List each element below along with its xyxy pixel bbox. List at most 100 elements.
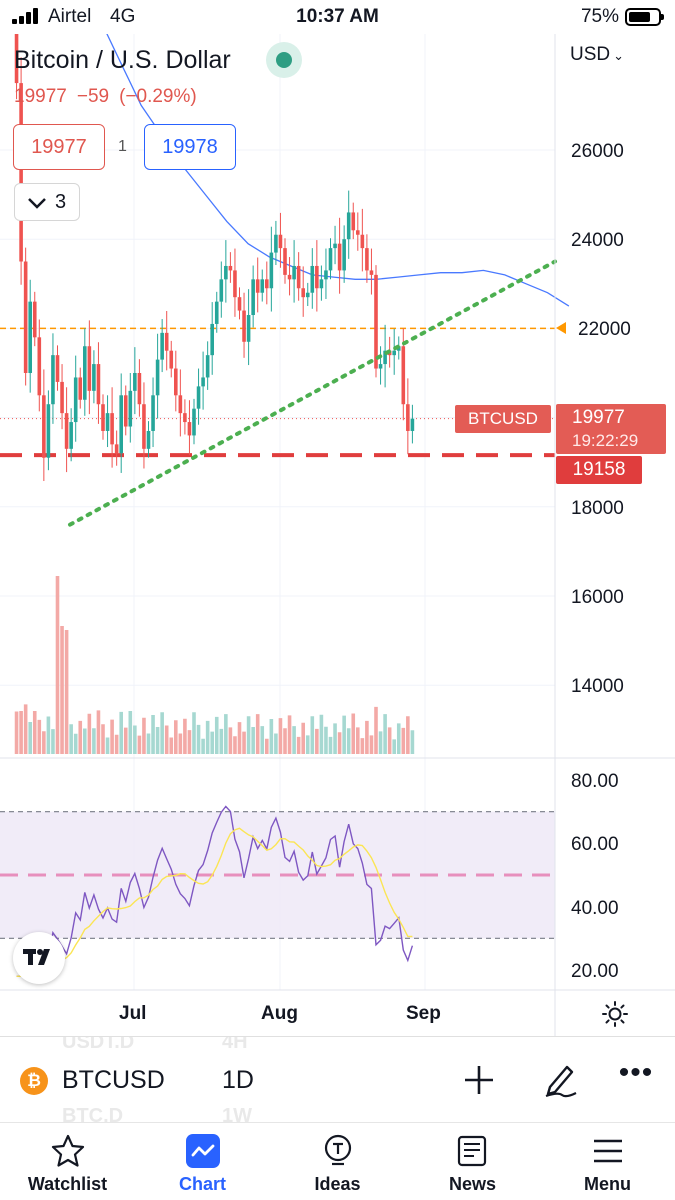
tab-watchlist[interactable]: Watchlist — [0, 1123, 135, 1200]
volume-bar — [96, 710, 101, 754]
more-options-icon[interactable]: ••• — [618, 1056, 654, 1089]
candle — [169, 350, 174, 369]
tab-ideas[interactable]: Ideas — [270, 1123, 405, 1200]
tradingview-logo-icon[interactable] — [13, 932, 65, 984]
symbol-bar[interactable]: USDT.D 4H BTC.D 1W ₿ BTCUSD 1D ••• — [0, 1036, 675, 1122]
spread-value: 1 — [118, 138, 127, 155]
candle — [333, 243, 337, 249]
sell-button[interactable]: 19977 — [13, 124, 105, 170]
pen-icon[interactable] — [540, 1059, 580, 1099]
candle — [378, 364, 383, 369]
candle — [360, 234, 365, 249]
candle — [228, 265, 233, 271]
candle — [51, 355, 55, 405]
candle — [37, 337, 42, 396]
volume-bar — [396, 723, 401, 754]
chevron-down-icon: ⌄ — [613, 48, 625, 63]
candle — [32, 301, 37, 338]
candle — [42, 395, 46, 458]
candle — [155, 359, 160, 396]
indicators-toggle-button[interactable]: 3 — [14, 183, 80, 221]
candle — [269, 252, 274, 289]
battery-icon — [625, 8, 664, 26]
tab-label: Watchlist — [27, 1174, 108, 1194]
candle — [251, 279, 255, 316]
volume-bar — [51, 729, 55, 754]
volume-bar — [128, 711, 133, 754]
volume-bar — [196, 724, 201, 754]
volume-bar — [105, 737, 110, 754]
candle — [219, 279, 224, 302]
volume-bar — [324, 726, 328, 754]
currency-selector[interactable]: USD ⌄ — [570, 44, 624, 66]
volume-bar — [342, 715, 346, 754]
volume-bar — [301, 722, 305, 754]
candle — [265, 279, 269, 289]
tab-menu[interactable]: Menu — [540, 1123, 675, 1200]
chevron-down-icon — [28, 198, 46, 209]
volume-bar — [296, 736, 301, 754]
candle — [55, 355, 60, 382]
trendline[interactable] — [68, 259, 557, 527]
volume-bar — [328, 736, 333, 754]
candle — [114, 444, 119, 454]
rsi-ma-line — [16, 827, 413, 977]
candle — [174, 368, 178, 396]
volume-bars — [14, 576, 415, 754]
volume-bar — [83, 728, 87, 754]
ticker-label: BTCUSD — [455, 405, 551, 433]
candle — [64, 413, 69, 449]
chart-canvas[interactable]: 26000 24000 22000 18000 16000 14000 80.0… — [0, 34, 675, 1036]
candle — [137, 373, 142, 405]
candle — [392, 350, 396, 356]
symbol-selector[interactable]: BTCUSD — [62, 1066, 165, 1094]
date-label: Aug — [261, 1003, 298, 1024]
rsi-line — [16, 805, 414, 977]
candle — [406, 404, 410, 431]
volume-bar — [164, 725, 169, 754]
candle — [401, 346, 406, 405]
price-tick: 18000 — [571, 498, 624, 519]
market-open-indicator-icon — [266, 42, 302, 78]
volume-bar — [192, 712, 196, 754]
tab-news[interactable]: News — [405, 1123, 540, 1200]
candle — [283, 248, 287, 275]
volume-bar — [101, 724, 105, 754]
candle — [301, 288, 305, 298]
volume-bar — [37, 719, 42, 754]
status-bar: Airtel 4G 10:37 AM 75% — [0, 0, 675, 34]
buy-button[interactable]: 19978 — [144, 124, 236, 170]
alert-marker-icon[interactable] — [556, 322, 566, 334]
volume-bar — [28, 722, 32, 754]
news-icon — [457, 1135, 486, 1167]
symbol-title[interactable]: Bitcoin / U.S. Dollar — [14, 46, 231, 74]
price-change: −59 — [76, 86, 110, 107]
volume-bar — [183, 718, 187, 754]
volume-bar — [55, 576, 60, 754]
volume-bar — [233, 736, 237, 754]
volume-bar — [410, 730, 415, 754]
bar-countdown: 19:22:29 — [572, 431, 639, 450]
last-price: 19977 — [14, 86, 67, 107]
volume-bar — [119, 711, 123, 754]
volume-bar — [246, 716, 251, 754]
volume-bar — [169, 737, 174, 754]
interval-selector[interactable]: 1D — [222, 1066, 254, 1094]
ghost-symbol: BTC.D — [62, 1105, 124, 1122]
candle — [319, 279, 324, 289]
rsi-tick: 20.00 — [571, 961, 619, 982]
price-tick: 24000 — [571, 230, 624, 251]
tab-chart[interactable]: Chart — [135, 1123, 270, 1200]
volume-bar — [174, 720, 178, 754]
candle — [119, 395, 123, 454]
chart-settings-icon[interactable] — [601, 1000, 629, 1028]
volume-bar — [401, 727, 406, 754]
volume-bar — [205, 720, 210, 754]
network-type: 4G — [110, 6, 136, 27]
volume-bar — [151, 715, 155, 754]
ghost-interval: 4H — [222, 1036, 248, 1053]
add-icon[interactable] — [462, 1063, 496, 1097]
volume-bar — [214, 716, 219, 754]
volume-bar — [269, 719, 274, 754]
carrier-name: Airtel — [48, 6, 92, 27]
